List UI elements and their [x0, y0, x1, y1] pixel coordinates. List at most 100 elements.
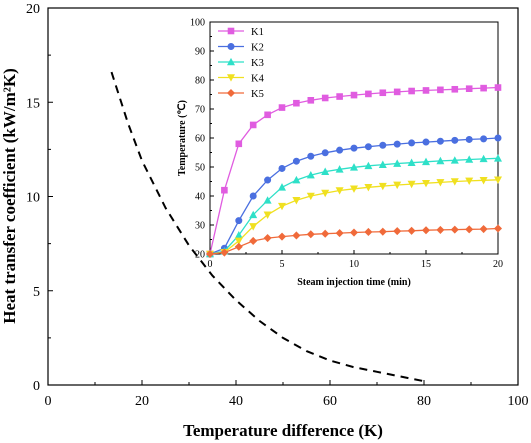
inset-data-point [465, 225, 474, 234]
inset-data-point [249, 223, 258, 231]
inset-data-point [249, 210, 258, 219]
inset-y-tick-label: 80 [195, 76, 205, 87]
inset-data-point [408, 87, 415, 95]
inset-data-point [450, 225, 459, 234]
inset-data-point [493, 154, 503, 162]
inset-data-point [379, 141, 387, 149]
inset-legend: K1 K2 K3 K4 K5 [218, 27, 265, 100]
inset-data-point [321, 167, 330, 175]
inset-data-point [277, 183, 287, 191]
inset-y-tick-label: 100 [190, 18, 205, 29]
inset-data-point [349, 185, 359, 193]
inset-data-point [479, 177, 488, 185]
inset-x-tick-label: 20 [493, 259, 503, 270]
inset-x-axis-title: Steam injection time (min) [297, 277, 411, 288]
legend-entry-k3: K3 [218, 57, 264, 69]
inset-data-point [336, 93, 343, 100]
inset-data-point [393, 181, 402, 190]
inset-y-tick-label: 20 [195, 250, 205, 261]
inset-y-tick-label: 90 [195, 47, 205, 58]
inset-data-point [221, 186, 228, 194]
inset-data-point [336, 146, 344, 154]
inset-data-point [306, 192, 315, 201]
inset-data-point [277, 232, 287, 241]
inset-data-point [421, 179, 431, 188]
main-x-tick-label: 20 [135, 394, 149, 409]
main-y-tick-label: 10 [26, 191, 40, 206]
inset-data-point [263, 196, 272, 204]
inset-data-point [465, 155, 474, 163]
inset-data-point [436, 137, 444, 145]
legend-label: K3 [251, 58, 264, 69]
inset-data-point [349, 228, 359, 237]
inset-series-k1 [206, 84, 502, 258]
inset-data-point [379, 89, 387, 97]
inset-x-tick-label: 15 [421, 259, 431, 270]
inset-data-point [436, 225, 445, 234]
inset-data-point [364, 143, 372, 151]
inset-data-point [393, 88, 401, 96]
main-x-tick-label: 0 [45, 394, 52, 409]
main-x-tick-label: 60 [323, 394, 337, 409]
inset-data-point [450, 156, 459, 164]
inset-x-tick-label: 0 [208, 259, 213, 270]
inset-data-point [292, 175, 301, 184]
main-x-tick-label: 80 [417, 394, 431, 409]
legend-marker [227, 27, 235, 35]
inset-data-point [335, 187, 344, 195]
inset-series-k4 [205, 176, 503, 259]
inset-data-point [350, 144, 358, 152]
inset-data-point [235, 140, 243, 148]
inset-data-point [436, 156, 445, 165]
inset-data-point [349, 163, 359, 171]
inset-data-point [422, 138, 430, 146]
inset-data-point [335, 165, 344, 173]
inset-data-point [378, 227, 387, 236]
inset-data-point [451, 85, 459, 93]
inset-data-point [378, 182, 387, 191]
main-y-axis-title: Heat transfer coefficient (kW/m²K) [0, 68, 19, 323]
inset-data-point [235, 217, 243, 225]
inset-y-tick-label: 70 [195, 105, 205, 116]
inset-data-point [263, 234, 272, 243]
main-y-tick-label: 15 [26, 96, 40, 111]
inset-data-point [436, 179, 445, 187]
inset-data-point [378, 160, 387, 168]
inset-data-point [494, 134, 502, 142]
inset-data-point [264, 111, 271, 119]
inset-y-tick-label: 40 [195, 192, 205, 203]
main-x-tick-label: 40 [229, 394, 243, 409]
inset-x-tick-label: 5 [280, 259, 285, 270]
inset-data-point [264, 176, 272, 184]
main-x-tick-label: 100 [508, 394, 529, 409]
inset-data-point [493, 224, 503, 233]
inset-data-point [292, 157, 300, 165]
inset-data-point [393, 227, 402, 236]
inset-plot-frame [209, 21, 499, 255]
legend-entry-k2: K2 [218, 43, 264, 54]
inset-data-point [364, 227, 373, 236]
inset-y-axis-title: Temperature (℃) [177, 100, 188, 176]
inset-data-point [407, 180, 416, 189]
inset-data-point [321, 189, 330, 198]
main-y-tick-label: 20 [26, 2, 40, 17]
inset-data-point [278, 164, 286, 172]
inset-y-tick-label: 60 [195, 134, 205, 145]
inset-data-point [437, 86, 444, 94]
inset-data-point [249, 192, 257, 200]
legend-label: K4 [251, 74, 265, 85]
inset-data-point [306, 170, 315, 179]
inset-data-point [277, 202, 287, 211]
inset-series-k2 [206, 134, 502, 258]
inset-data-point [292, 231, 301, 240]
inset-data-point [220, 248, 229, 257]
inset-series-k5 [205, 224, 503, 259]
inset-x-tick-label: 10 [349, 259, 359, 270]
inset-data-point [494, 84, 502, 91]
inset-data-point [292, 197, 301, 205]
inset-data-point [350, 91, 358, 99]
inset-axis-ticks: 0 5 10 15 20 20 30 40 50 60 70 80 90 100 [190, 18, 503, 271]
inset-data-point [393, 140, 401, 148]
